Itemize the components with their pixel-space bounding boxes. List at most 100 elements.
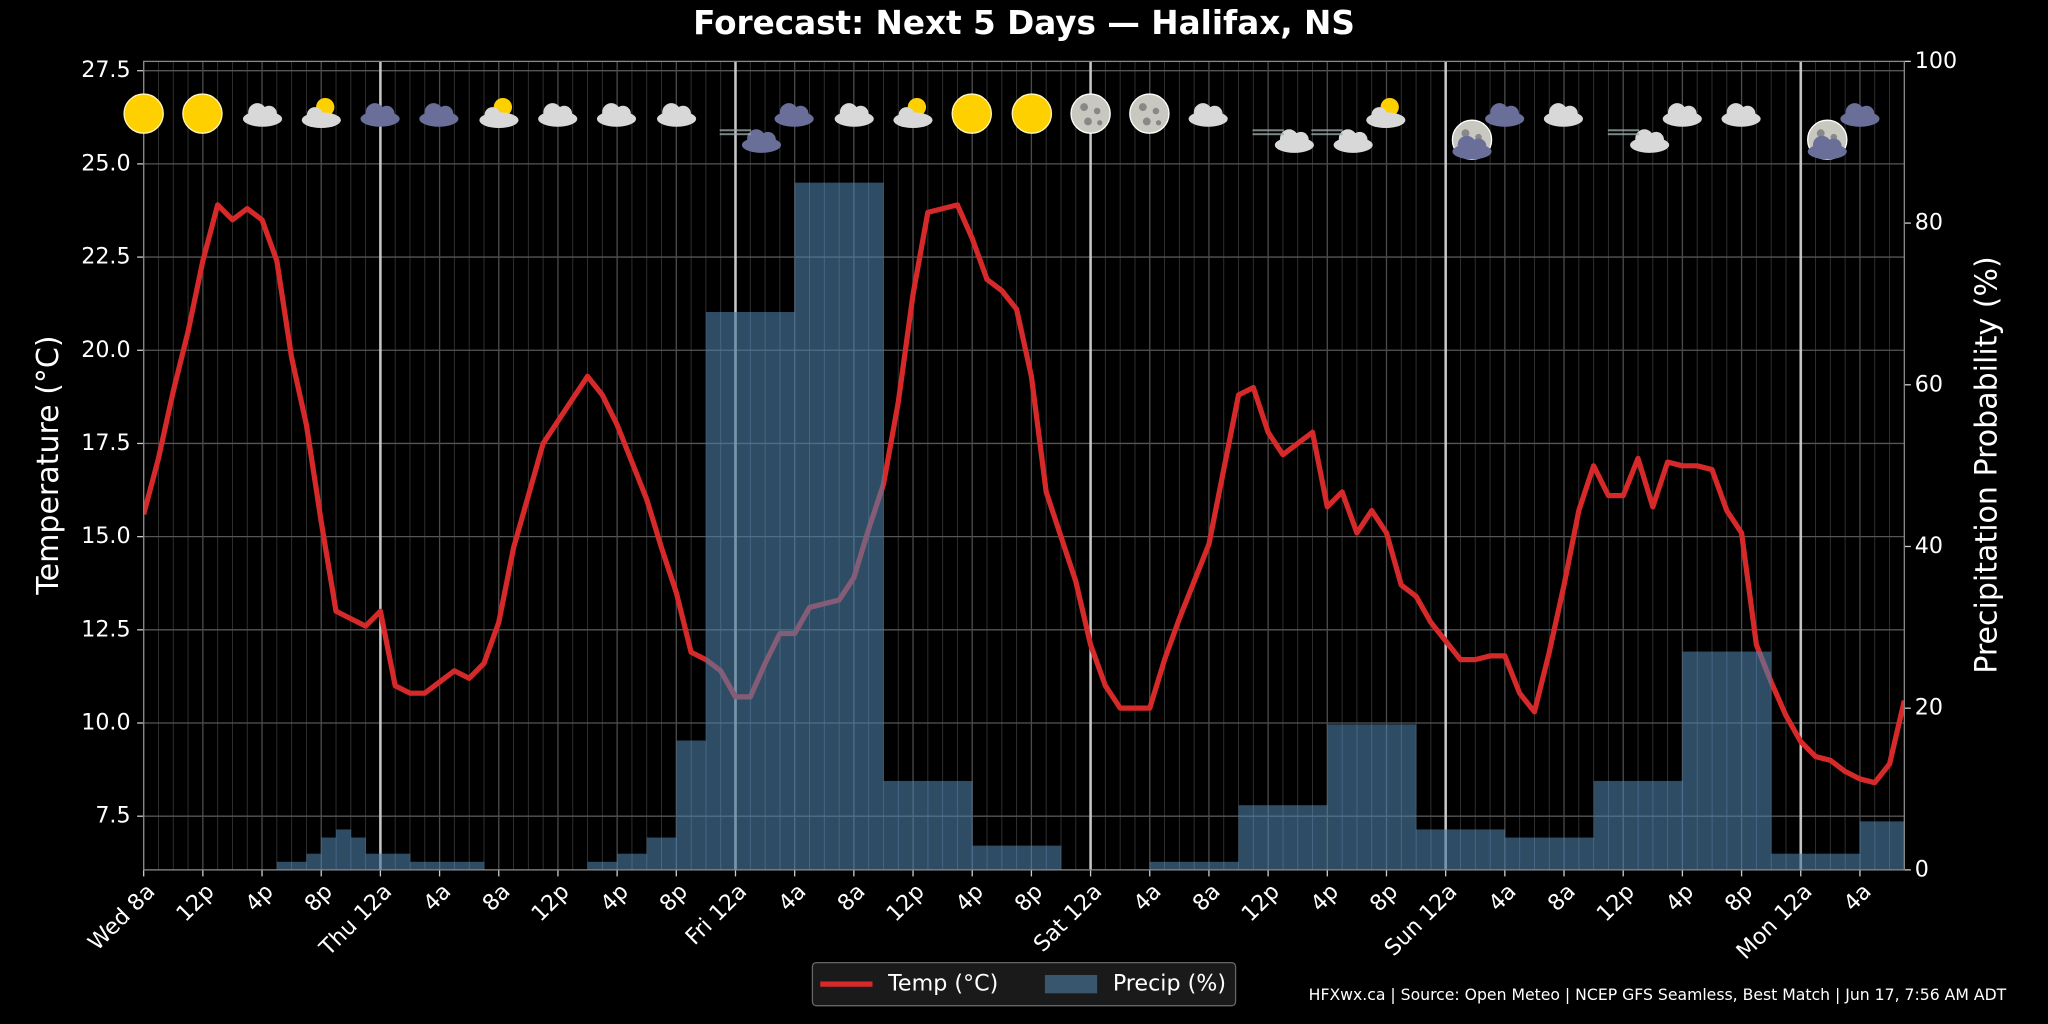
precip-bar: [1504, 837, 1521, 870]
precip-bar: [350, 837, 366, 870]
precip-bar: [868, 182, 884, 870]
plot-area: [143, 182, 1905, 870]
precip-bar: [1268, 805, 1284, 870]
y2-tick-label: 0: [1915, 856, 1929, 882]
precip-bar: [380, 853, 396, 870]
footer: HFXwx.ca | Source: Open Meteo | NCEP GFS…: [1309, 985, 2007, 1004]
legend: Temp (°C) Precip (%): [811, 961, 1237, 1007]
precip-bar: [853, 182, 870, 870]
precip-bar: [794, 182, 810, 870]
precip-bar: [1253, 805, 1269, 870]
y-tick-label: 17.5: [81, 430, 130, 456]
precip-bar: [424, 861, 440, 870]
chart-title: Forecast: Next 5 Days — Halifax, NS: [693, 4, 1355, 42]
precip-bar: [705, 312, 722, 870]
precip-bar: [1223, 861, 1239, 870]
y-tick-label: 10.0: [81, 710, 130, 736]
precip-bar: [1386, 724, 1402, 870]
precip-bar: [1475, 829, 1491, 870]
precip-bar: [1771, 853, 1787, 870]
icon-moon: [1129, 93, 1170, 134]
precip-bar: [1800, 853, 1816, 870]
icon-sun: [182, 93, 223, 134]
precip-bar: [1726, 651, 1742, 870]
precip-bar: [1149, 861, 1165, 870]
precip-bar: [321, 837, 337, 870]
precip-bar: [750, 312, 766, 870]
precip-bar: [1016, 845, 1032, 870]
precip-bar: [291, 861, 307, 870]
precip-bar: [661, 837, 677, 870]
precip-bar: [927, 780, 944, 870]
icon-sun: [123, 93, 164, 134]
precip-bar: [839, 182, 855, 870]
y2-tick-label: 40: [1915, 533, 1943, 559]
precip-bar: [1652, 780, 1668, 870]
precip-bar: [913, 780, 929, 870]
precip-bar: [602, 861, 618, 870]
icon-sun: [951, 93, 992, 134]
precip-bar: [1593, 780, 1609, 870]
y2-axis-label: Precipitation Probability (%): [1969, 256, 2004, 674]
precip-bar: [395, 853, 411, 870]
precip-bar: [1859, 821, 1876, 870]
precip-bar: [1638, 780, 1654, 870]
precip-bar: [1697, 651, 1713, 870]
precip-bar: [276, 861, 293, 870]
precip-bar: [1046, 845, 1062, 870]
precip-bar: [1312, 805, 1328, 870]
precip-bar: [942, 780, 958, 870]
precip-bar: [336, 829, 352, 870]
y-tick-label: 22.5: [81, 244, 130, 270]
y-tick-label: 15.0: [81, 523, 130, 549]
y-tick-label: 27.5: [81, 57, 130, 83]
precip-bar: [454, 861, 470, 870]
precip-bar: [587, 861, 603, 870]
y2-tick-label: 20: [1915, 695, 1943, 721]
precip-bar: [1756, 651, 1772, 870]
precip-bar: [1741, 651, 1757, 870]
precip-bar: [1874, 821, 1890, 870]
precip-bar: [1282, 805, 1299, 870]
y2-tick-label: 80: [1915, 210, 1943, 236]
precip-bar: [1785, 853, 1802, 870]
precip-bar: [1031, 845, 1047, 870]
y2-tick-label: 60: [1915, 371, 1943, 397]
precip-bar: [306, 853, 322, 870]
precip-bar: [365, 853, 381, 870]
precip-bar: [809, 182, 825, 870]
precip-bar: [779, 312, 796, 870]
precip-bar: [987, 845, 1003, 870]
legend-box: [811, 961, 1237, 1007]
precip-bar: [691, 740, 707, 870]
precip-bar: [1534, 837, 1550, 870]
precip-bar: [439, 861, 455, 870]
precip-bar: [1430, 829, 1447, 870]
legend-swatch: [1044, 975, 1098, 994]
precip-bar: [1164, 861, 1180, 870]
precip-bar: [898, 780, 914, 870]
precip-bar: [1490, 829, 1506, 870]
precip-bar: [720, 312, 736, 870]
icon-moon-cloud: [1452, 120, 1491, 159]
precip-bar: [1564, 837, 1580, 870]
y-tick-label: 25.0: [81, 150, 130, 176]
plot-frame: [143, 60, 1905, 871]
precip-bar: [646, 837, 662, 870]
y-tick-label: 7.5: [95, 803, 130, 829]
icon-moon: [1070, 93, 1111, 134]
precip-bar: [1416, 829, 1432, 870]
precip-bar: [409, 861, 426, 870]
precip-bar: [1179, 861, 1195, 870]
precip-bar: [1238, 805, 1254, 870]
precip-bar: [1208, 861, 1225, 870]
precip-bar: [1356, 724, 1373, 870]
precip-bar: [1578, 837, 1595, 870]
precip-bar: [1342, 724, 1358, 870]
precip-bar: [1830, 853, 1846, 870]
precip-bar: [1667, 780, 1683, 870]
precip-bar: [1608, 780, 1624, 870]
legend-label: Precip (%): [1113, 971, 1226, 997]
